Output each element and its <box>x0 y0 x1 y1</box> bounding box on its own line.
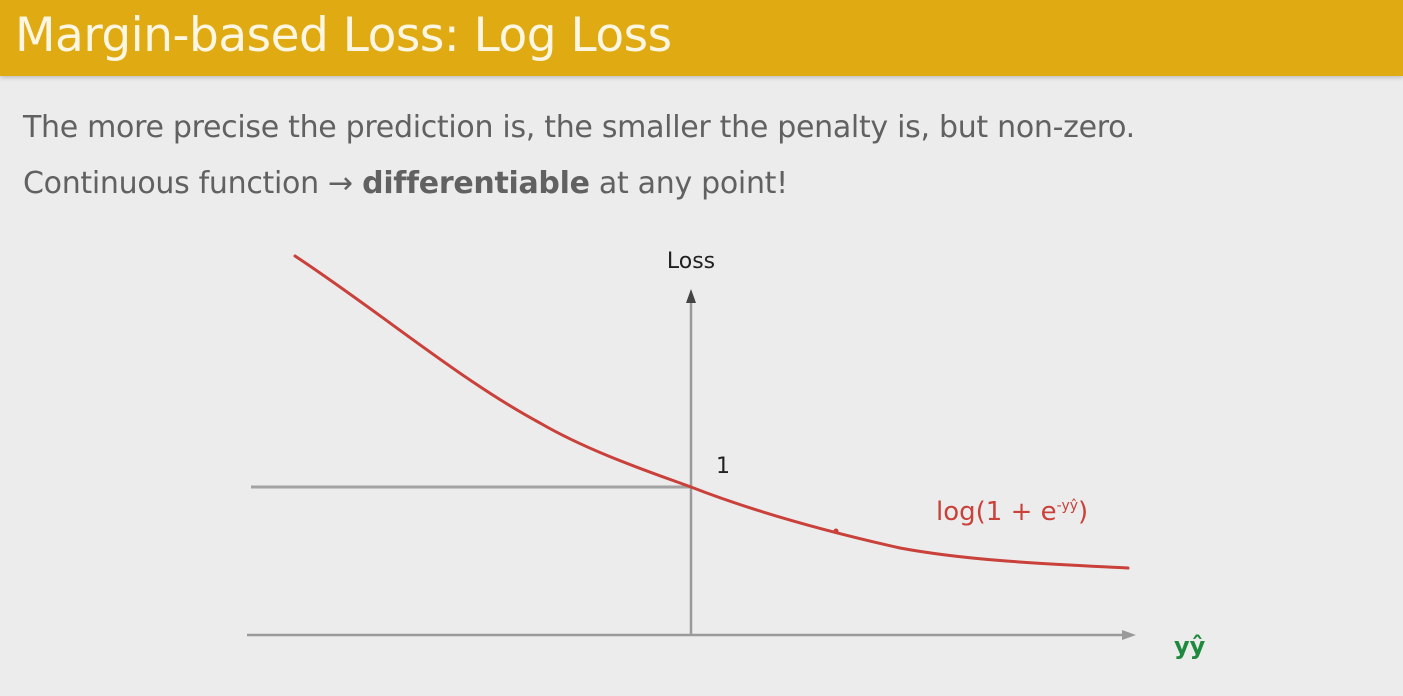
curve-formula-label: log(1 + e-yŷ) <box>936 497 1088 527</box>
line2-prefix: Continuous function → <box>23 166 363 201</box>
line2-bold: differentiable <box>362 166 590 201</box>
body-text-line-2: Continuous function → differentiable at … <box>23 166 788 201</box>
line2-suffix: at any point! <box>589 166 788 201</box>
title-bar: Margin-based Loss: Log Loss <box>0 0 1403 76</box>
body-text-line-1: The more precise the prediction is, the … <box>23 110 1135 145</box>
y-axis-label: Loss <box>667 249 715 274</box>
intercept-label: 1 <box>716 454 730 479</box>
slide-title: Margin-based Loss: Log Loss <box>15 8 672 63</box>
formula-exponent: -yŷ <box>1057 498 1078 514</box>
curve-point-marker <box>833 528 839 534</box>
formula-close: ) <box>1078 497 1088 527</box>
y-axis-arrow-icon <box>686 289 696 303</box>
x-axis-label: yŷ <box>1174 632 1206 660</box>
formula-base: log(1 + e <box>936 497 1057 527</box>
x-axis-arrow-icon <box>1122 630 1136 640</box>
log-loss-curve <box>293 254 1130 570</box>
